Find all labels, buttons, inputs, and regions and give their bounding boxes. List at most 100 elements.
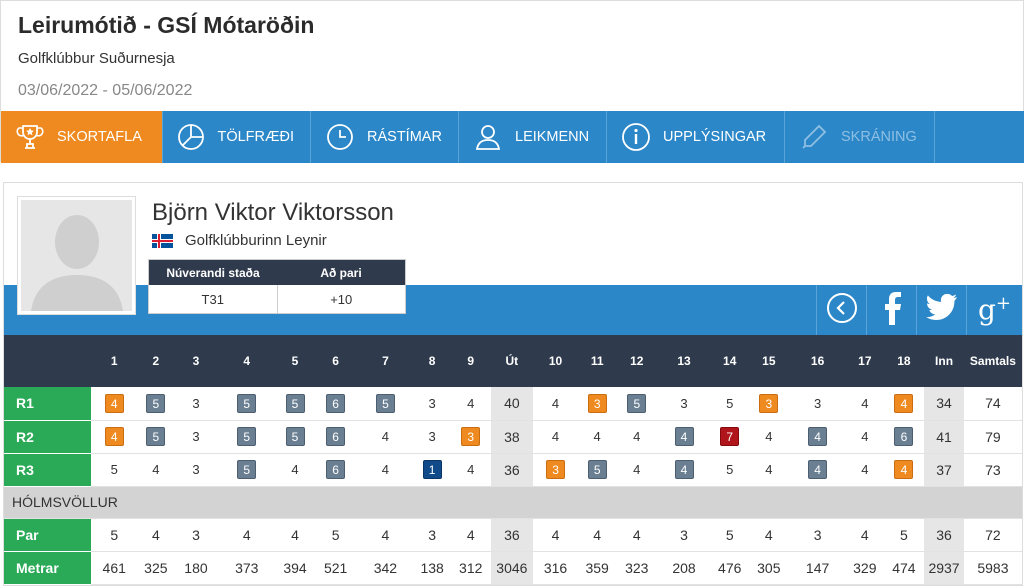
score-cell: 5	[710, 453, 749, 487]
in-total: 34	[924, 387, 964, 421]
par-cell: 5	[883, 518, 925, 552]
host-club: Golfklúbbur Suðurnesja	[18, 50, 175, 67]
score-cell: 4	[276, 453, 314, 487]
tab-label: SKRÁNING	[841, 129, 917, 145]
score-cell: 4	[533, 420, 578, 454]
header-cell: 14	[710, 335, 749, 387]
score-cell: 6	[313, 387, 358, 421]
score-cell: 3	[174, 420, 218, 454]
tab-statistics[interactable]: TÖLFRÆÐI	[163, 111, 311, 163]
score-cell: 4	[533, 387, 578, 421]
meters-cell: 521	[313, 551, 358, 585]
avatar-placeholder	[21, 200, 132, 311]
score-cell: 5	[357, 387, 414, 421]
par-score: 4	[381, 462, 390, 477]
round-row: R1 4 5 3 5 5 6 5 3 4 40 4 3 5 3 5 3 3 4 4 34 74	[4, 387, 1022, 421]
course-name: HÓLMSVÖLLUR	[4, 486, 1022, 519]
par-cell: 4	[276, 518, 314, 552]
score-cell: 4	[883, 453, 925, 487]
par-score: 4	[633, 429, 641, 444]
tab-label: UPPLÝSINGAR	[663, 129, 767, 145]
player-name: Björn Viktor Viktorsson	[152, 199, 394, 226]
meters-cell: 329	[846, 551, 884, 585]
header-cell: 7	[357, 335, 414, 387]
in-total: 2937	[924, 551, 964, 585]
birdie-badge: 4	[894, 393, 914, 413]
bogey-badge: 6	[326, 460, 346, 479]
par-score: 3	[428, 429, 436, 444]
score-cell: 7	[710, 420, 749, 454]
tab-tee-times[interactable]: RÁSTÍMAR	[311, 111, 459, 163]
avatar	[17, 196, 136, 315]
back-button[interactable]	[816, 285, 866, 335]
par-score: 3	[192, 429, 200, 444]
score-cell: 5	[616, 387, 658, 421]
score-cell: 5	[577, 453, 617, 487]
meters-cell: 373	[217, 551, 277, 585]
tournament-dates: 03/06/2022 - 05/06/2022	[18, 82, 193, 99]
score-cell: 3	[413, 387, 451, 421]
par-cell: 4	[217, 518, 277, 552]
twitter-icon	[925, 293, 958, 327]
tab-information[interactable]: UPPLÝSINGAR	[607, 111, 785, 163]
header-cell: 10	[533, 335, 578, 387]
par-score: 3	[428, 395, 436, 411]
meters-label: Metrar	[4, 551, 92, 585]
header-cell: 2	[137, 335, 175, 387]
par-score: 4	[551, 395, 560, 411]
birdie-badge: 4	[104, 427, 124, 446]
tab-label: RÁSTÍMAR	[367, 129, 442, 145]
par-score: 3	[813, 395, 822, 411]
score-cell: 4	[789, 453, 847, 487]
round-label: R1	[4, 387, 92, 421]
par-cell: 5	[91, 518, 138, 552]
meters-cell: 312	[450, 551, 491, 585]
round-total: 74	[963, 387, 1022, 421]
header-cell	[4, 335, 92, 387]
par-score: 4	[152, 462, 160, 477]
par-score: 3	[680, 395, 688, 411]
par-cell: 4	[616, 518, 658, 552]
par-score: 3	[192, 395, 200, 411]
tab-scoreboard[interactable]: SKORTAFLA	[1, 111, 163, 163]
bogey-badge: 4	[808, 427, 828, 446]
tab-registration: SKRÁNING	[785, 111, 935, 163]
score-cell: 3	[174, 387, 218, 421]
birdie-badge: 3	[546, 460, 566, 479]
meters-cell: 394	[276, 551, 314, 585]
in-total: 41	[924, 420, 964, 454]
bogey-badge: 5	[587, 460, 607, 479]
score-cell: 1	[413, 453, 451, 487]
header-cell: 15	[748, 335, 790, 387]
out-total: 38	[490, 420, 534, 454]
score-cell: 5	[217, 453, 277, 487]
twitter-button[interactable]	[916, 285, 966, 335]
par-label: Par	[4, 518, 92, 552]
meters-row: Metrar 461 325 180 373 394 521 342 138 312 3046 316…	[4, 551, 1022, 585]
google-plus-button[interactable]: g+	[966, 285, 1022, 335]
bogey-badge: 6	[326, 393, 346, 413]
scorecard: 1 2 3 4 5 6 7 8 9 Út 10 11 12 13 14 15 16 17 18 Inn Samtals …	[4, 335, 1022, 585]
facebook-button[interactable]	[866, 285, 916, 335]
bogey-badge: 5	[237, 427, 257, 446]
par-cell: 4	[577, 518, 617, 552]
main-nav: SKORTAFLA TÖLFRÆÐI RÁSTÍMAR LEIKMENN UPP…	[1, 111, 1024, 163]
player-club: Golfklúbburinn Leynir	[152, 232, 327, 249]
meters-total: 5983	[963, 551, 1022, 585]
score-cell: 4	[137, 453, 175, 487]
par-score: 4	[765, 429, 773, 444]
tab-players[interactable]: LEIKMENN	[459, 111, 607, 163]
bogey-badge: 6	[326, 427, 346, 446]
meters-cell: 138	[413, 551, 451, 585]
bogey-badge: 4	[674, 427, 694, 446]
round-row: R2 4 5 3 5 5 6 4 3 3 38 4 4 4 4 7 4 4 4 6 41 79	[4, 420, 1022, 454]
header-cell: 12	[616, 335, 658, 387]
par-score: 4	[467, 462, 475, 477]
score-cell: 5	[276, 387, 314, 421]
meters-cell: 323	[616, 551, 658, 585]
score-cell: 4	[883, 387, 925, 421]
bogey-badge: 4	[674, 460, 694, 479]
par-cell: 4	[533, 518, 578, 552]
header-cell: 11	[577, 335, 617, 387]
score-cell: 6	[883, 420, 925, 454]
